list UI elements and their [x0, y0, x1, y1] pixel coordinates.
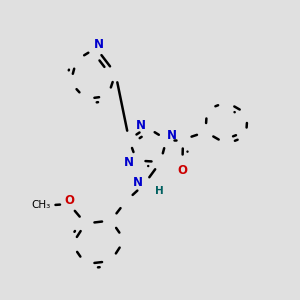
Text: H: H — [154, 185, 164, 196]
Text: N: N — [132, 176, 142, 190]
Text: O: O — [177, 164, 188, 177]
Text: O: O — [64, 194, 74, 208]
Text: N: N — [167, 129, 177, 142]
Text: N: N — [135, 118, 146, 132]
Text: N: N — [94, 38, 104, 51]
Text: N: N — [124, 156, 134, 170]
Text: CH₃: CH₃ — [32, 200, 51, 211]
